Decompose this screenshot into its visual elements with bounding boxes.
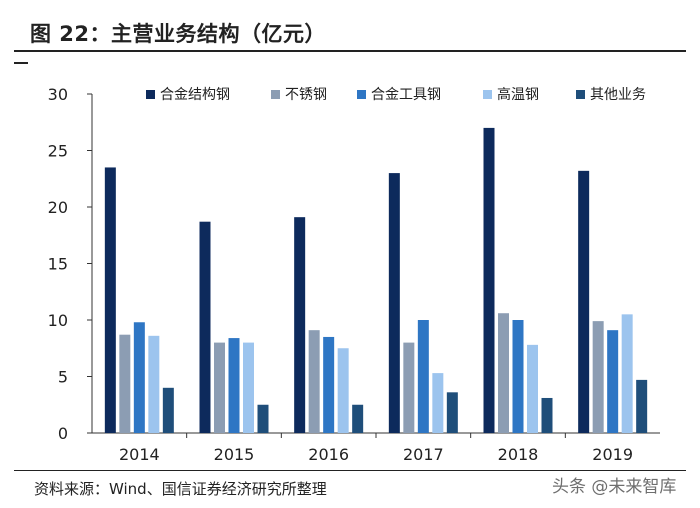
legend-swatch-1 [271,90,280,99]
title-decoration [14,62,28,64]
legend-label-3: 高温钢 [497,86,539,103]
bar-2018-1 [498,313,509,433]
x-tick-label: 2017 [403,445,444,464]
legend-swatch-2 [357,90,366,99]
bar-2018-4 [541,397,553,433]
y-tick-label: 30 [48,85,68,104]
bar-2017-2 [417,320,429,433]
bar-2016-0 [294,217,306,433]
bar-2016-3 [337,348,349,433]
bar-2014-0 [104,167,116,433]
legend-swatch-4 [576,90,585,99]
chart-legend: 合金结构钢 不锈钢 合金工具钢 高温钢 其他业务 [146,86,646,103]
y-tick-label: 15 [48,255,68,274]
legend-label-0: 合金结构钢 [160,87,230,103]
y-tick-label: 0 [58,424,68,443]
y-tick-label: 25 [48,142,68,161]
bar-2015-1 [214,342,225,433]
bar-2019-2 [607,330,619,433]
bar-2014-4 [162,387,174,433]
y-tick-label: 5 [58,368,68,387]
legend-label-4: 其他业务 [590,87,646,103]
bar-2016-2 [323,336,335,433]
bar-2018-0 [483,127,495,434]
source-note: 资料来源：Wind、国信证券经济研究所整理 [34,480,327,498]
watermark: 头条 @未来智库 [552,477,677,497]
bar-2019-3 [621,314,633,433]
bar-2014-3 [148,335,160,433]
legend-swatch-0 [146,90,155,99]
bar-2015-0 [199,221,211,433]
x-tick-label: 2018 [498,445,539,464]
bar-2017-4 [446,392,458,433]
bar-2018-3 [527,344,538,433]
bar-2017-1 [403,342,415,433]
chart-axes: 0 5 10 15 20 25 30 2014 2015 2016 2017 2018 2019 [48,85,660,464]
bar-2019-4 [636,379,648,433]
bar-2015-2 [228,338,240,433]
bar-2015-4 [257,404,269,433]
bar-2018-2 [512,320,524,433]
chart-bars [104,127,648,434]
x-tick-label: 2016 [308,445,349,464]
footer-divider [14,470,686,471]
bar-2016-4 [352,404,364,433]
bar-chart: 0 5 10 15 20 25 30 2014 2015 2016 2017 2018 2019 合金结… [48,85,660,464]
x-tick-label: 2015 [214,445,255,464]
chart-title: 图 22：主营业务结构（亿元） [30,22,327,46]
bar-2017-3 [432,373,444,433]
bar-2014-2 [133,322,145,433]
bar-2014-1 [119,334,131,433]
legend-label-1: 不锈钢 [285,87,327,103]
title-bar: 图 22：主营业务结构（亿元） [14,10,686,52]
legend-swatch-3 [483,90,492,99]
legend-label-2: 合金工具钢 [371,87,441,103]
bar-2016-1 [308,330,320,433]
bar-2017-0 [388,173,400,433]
y-tick-label: 20 [48,198,68,217]
bar-2019-1 [592,321,604,433]
x-tick-label: 2014 [119,445,160,464]
y-tick-label: 10 [48,311,68,330]
bar-2015-3 [243,342,254,433]
x-tick-label: 2019 [592,445,633,464]
bar-2019-0 [578,170,590,433]
